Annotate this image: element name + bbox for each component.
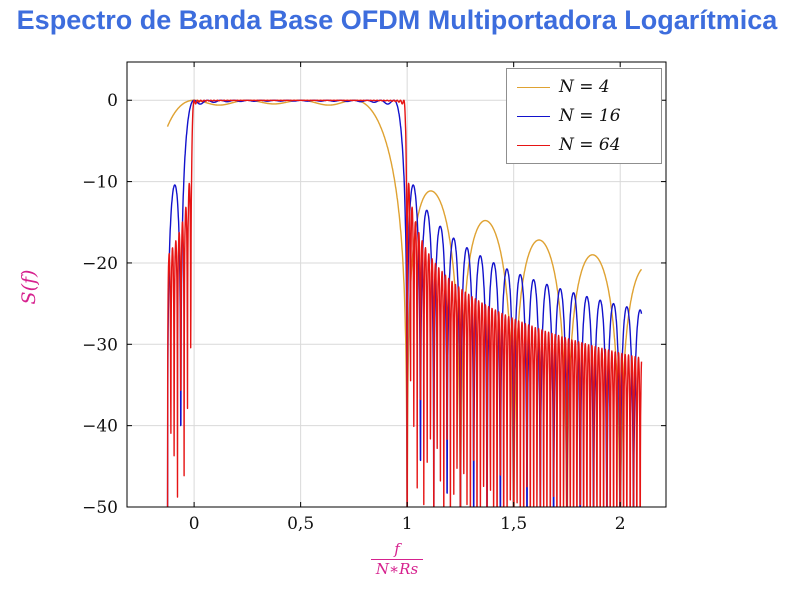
- legend: N = 4 N = 16 N = 64: [506, 68, 662, 164]
- axes-frame: [126, 61, 667, 508]
- x-axis-label-denominator: N∗Rs: [375, 560, 419, 579]
- y-tick-label: −40: [82, 417, 118, 437]
- x-axis-label: f N∗Rs: [370, 540, 424, 579]
- x-tick-label: 1,5: [500, 514, 527, 534]
- x-tick-label: 0,5: [287, 514, 314, 534]
- x-axis-label-wrap: f N∗Rs: [0, 540, 794, 579]
- tick-labels: 0 0,5 1 1,5 2 0 −10 −20 −30 −40 −50: [82, 91, 626, 534]
- legend-line-sample: [517, 115, 550, 117]
- x-tick-label: 2: [615, 514, 626, 534]
- y-axis-label: S(f): [18, 269, 40, 305]
- legend-label: N = 64: [559, 135, 621, 155]
- y-tick-label: −30: [82, 335, 118, 355]
- legend-item: N = 16: [517, 105, 649, 127]
- x-tick-label: 1: [402, 514, 413, 534]
- y-tick-label: −10: [82, 173, 118, 193]
- x-axis-label-numerator: f: [370, 540, 424, 561]
- chart-title: Espectro de Banda Base OFDM Multiportado…: [16, 5, 778, 35]
- legend-line-sample: [517, 86, 550, 88]
- legend-item: N = 4: [517, 76, 649, 98]
- series-lines: [166, 99, 643, 507]
- y-axis-label-wrap: S(f): [18, 237, 42, 337]
- x-tick-label: 0: [189, 514, 200, 534]
- y-tick-label: 0: [107, 91, 118, 111]
- legend-label: N = 16: [559, 106, 621, 126]
- y-tick-label: −20: [82, 254, 118, 274]
- legend-line-sample: [517, 144, 550, 146]
- legend-item: N = 64: [517, 134, 649, 156]
- legend-label: N = 4: [559, 77, 610, 97]
- y-tick-label: −50: [82, 498, 118, 518]
- series-line-N64: [166, 99, 643, 507]
